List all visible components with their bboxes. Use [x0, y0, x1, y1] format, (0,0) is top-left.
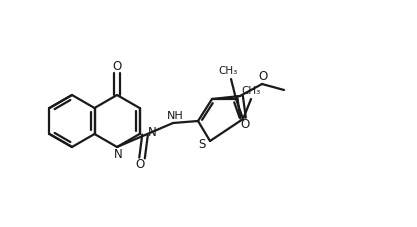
Text: O: O	[113, 59, 122, 72]
Text: N: N	[148, 126, 156, 138]
Text: CH₃: CH₃	[219, 66, 238, 76]
Text: NH: NH	[167, 111, 183, 121]
Text: N: N	[114, 148, 123, 160]
Text: O: O	[136, 158, 145, 172]
Text: S: S	[198, 138, 206, 151]
Text: O: O	[259, 71, 268, 84]
Text: O: O	[241, 118, 250, 131]
Text: CH₃: CH₃	[241, 86, 261, 96]
